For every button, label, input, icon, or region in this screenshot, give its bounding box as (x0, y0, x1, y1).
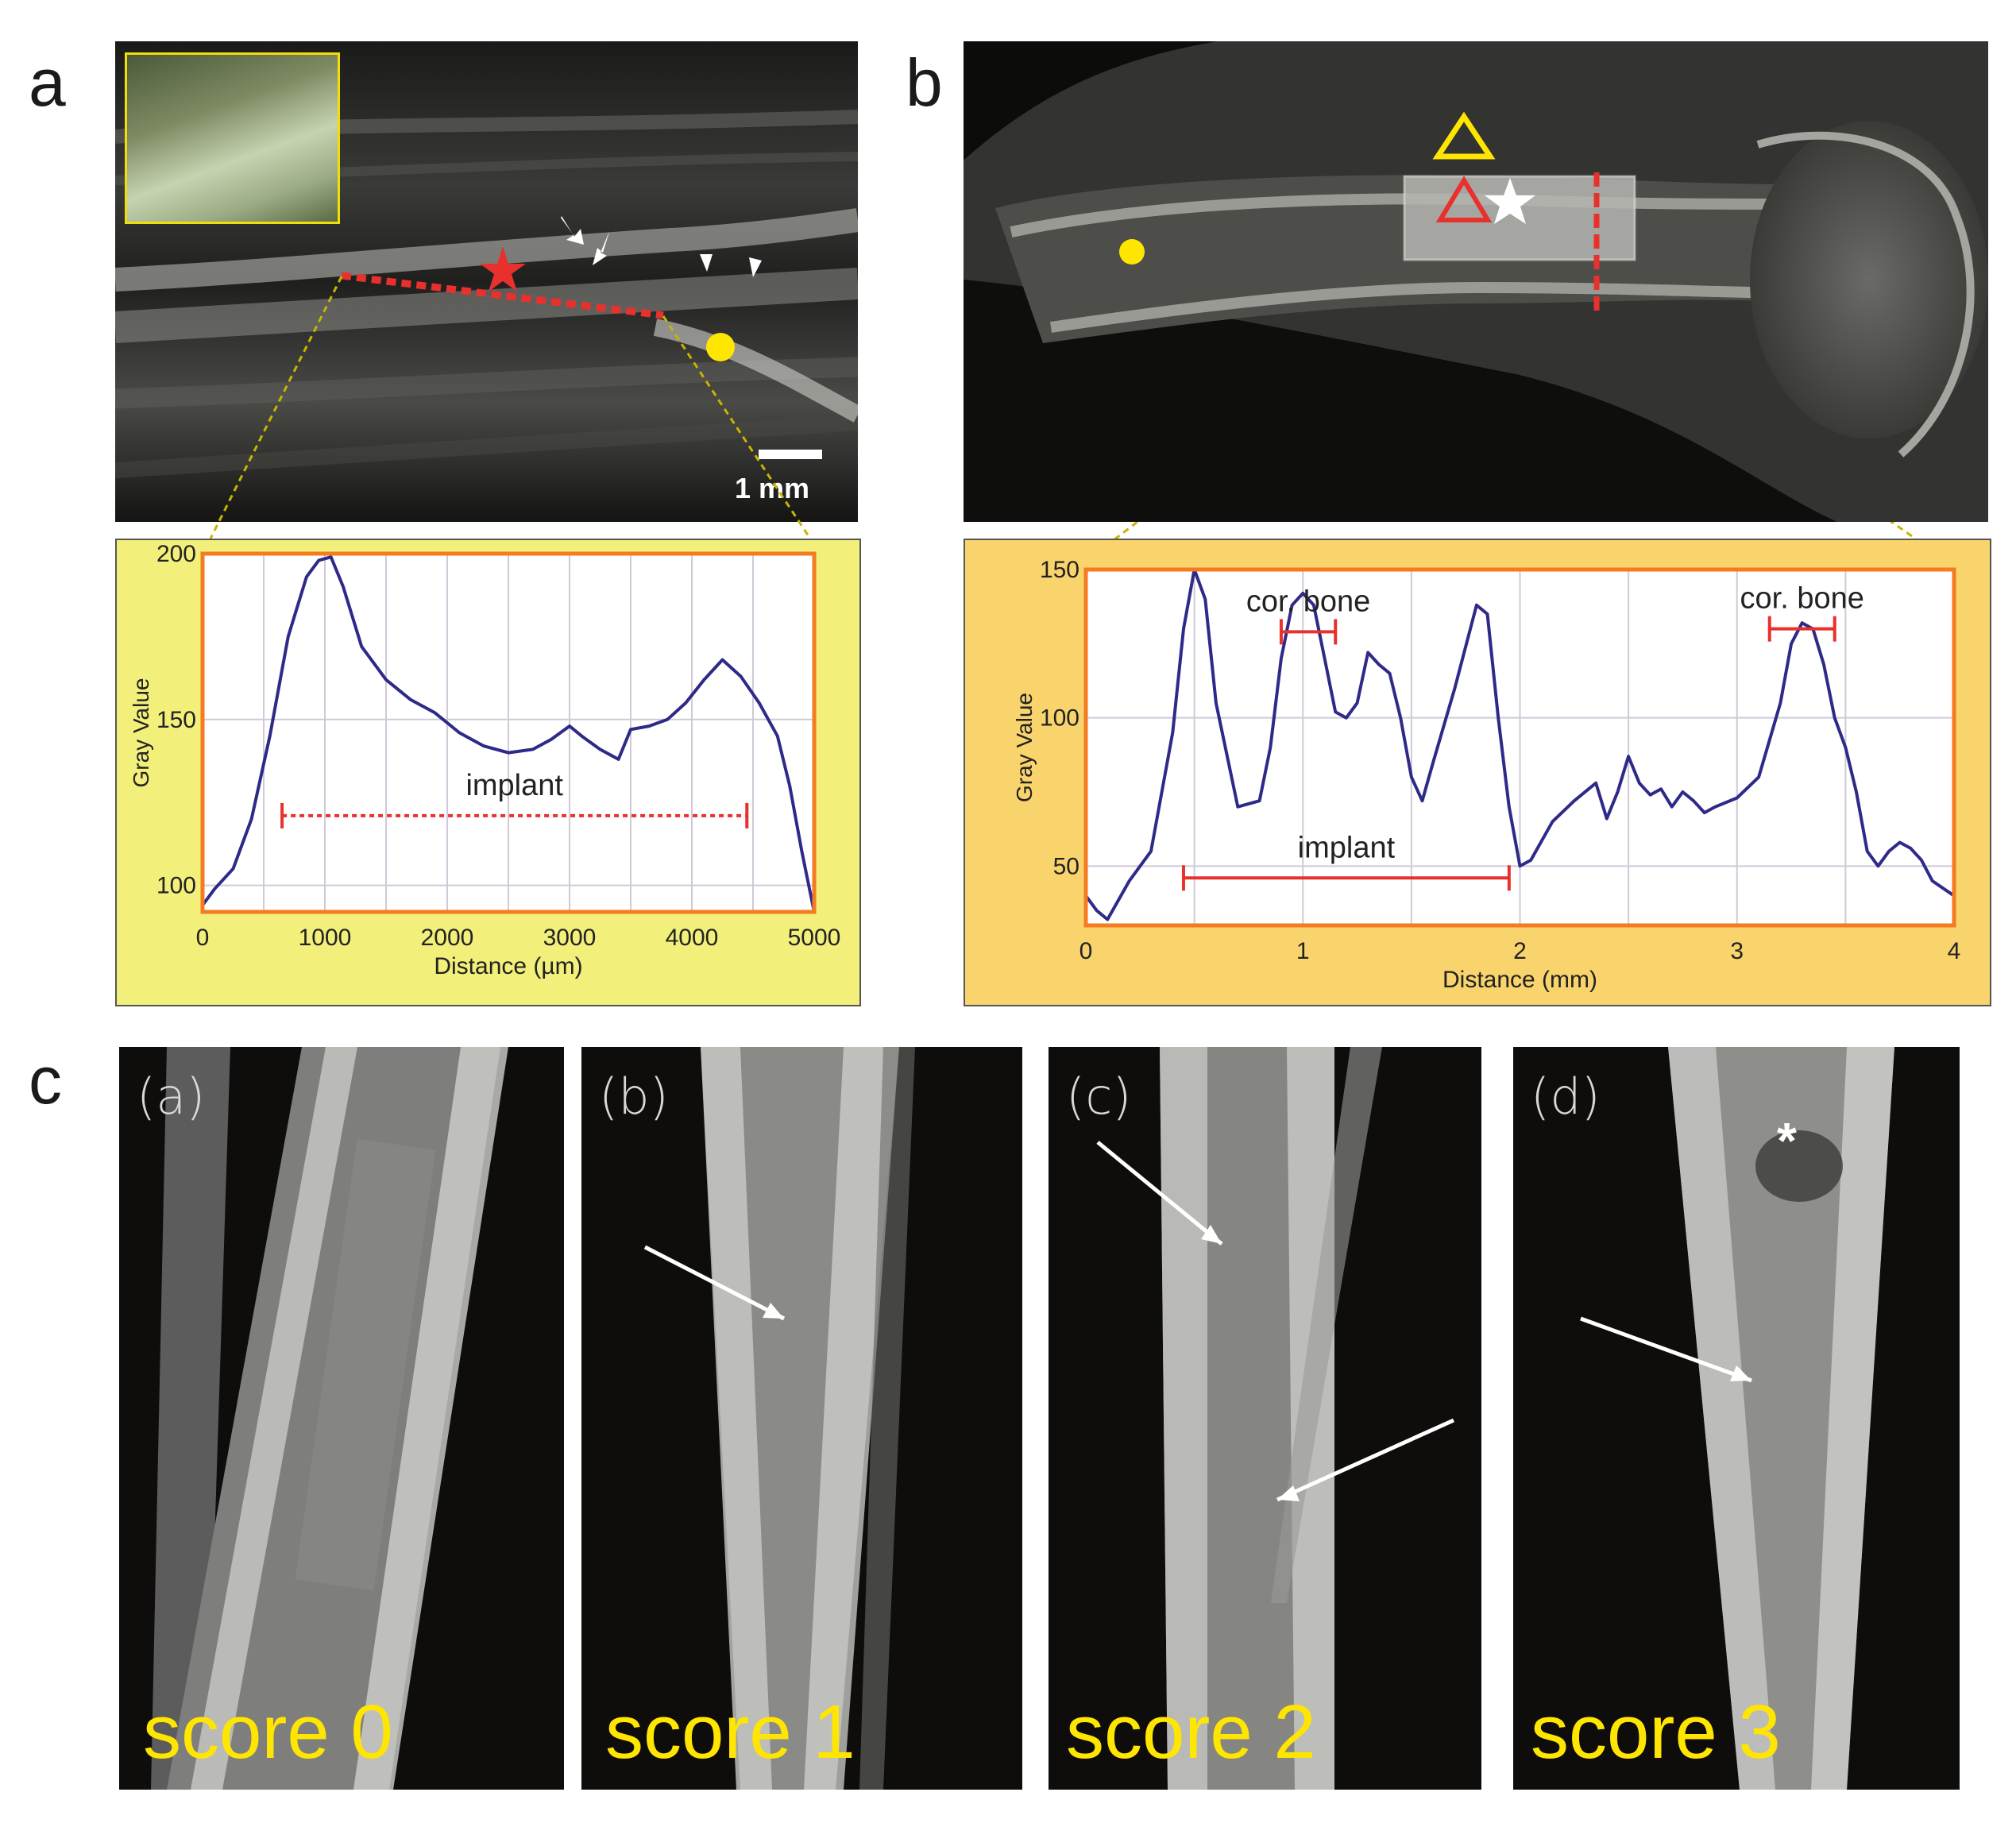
y-axis-label: Gray Value (129, 678, 153, 788)
radiograph-artwork (581, 1047, 1022, 1790)
panel-a-chart-box: 0 1000 2000 3000 4000 5000 100 150 200 Distance (… (115, 539, 861, 1006)
arrowhead-icon (749, 257, 762, 277)
score-label: score 2 (1066, 1690, 1316, 1775)
y-tick-label: 150 (1040, 557, 1079, 583)
dot-marker-icon (1119, 239, 1145, 265)
radiograph-artwork (1049, 1047, 1481, 1790)
annotation-label: implant (1298, 831, 1396, 864)
annotation-label: implant (465, 769, 563, 802)
x-tick-label: 1 (1296, 938, 1310, 964)
y-axis-label: Gray Value (1012, 693, 1037, 802)
profile-line (341, 272, 664, 319)
annotation-label: cor. bone (1740, 582, 1864, 616)
subpanel-label: (b) (599, 1068, 669, 1126)
dot-marker-icon (706, 333, 735, 361)
star-icon (480, 246, 526, 292)
x-tick-label: 0 (196, 925, 210, 951)
panel-a-ultrasound-image: 1 mm (115, 41, 858, 522)
arrow-icon (643, 1245, 786, 1321)
arrow-icon (593, 232, 609, 265)
triangle-marker-icon (1435, 176, 1493, 222)
x-tick-label: 1000 (299, 925, 352, 951)
y-tick-label: 100 (1040, 705, 1079, 732)
y-tick-label: 100 (156, 873, 196, 899)
arrow-icon (561, 216, 584, 245)
x-tick-label: 2 (1513, 938, 1527, 964)
subpanel-label: (c) (1066, 1068, 1132, 1126)
score-label: score 0 (143, 1690, 393, 1775)
series-line (201, 555, 816, 913)
y-tick-label: 50 (1053, 853, 1079, 879)
panel-b-chart-box: 0 1 2 3 4 50 100 150 Distance (mm) Gray Value impl… (964, 539, 1991, 1006)
panel-a-markers: 1 mm (341, 216, 822, 504)
x-tick-label: 3 (1730, 938, 1744, 964)
series-line (1084, 568, 1956, 921)
arrow-icon (1276, 1418, 1455, 1502)
panel-b-microct-image (964, 41, 1988, 522)
annotation-label: cor. bone (1246, 585, 1370, 618)
triangle-marker-icon (1432, 111, 1496, 160)
radiograph-artwork: * (1513, 1047, 1960, 1790)
radiograph-score-3: * (d) score 3 (1513, 1047, 1960, 1790)
arrowhead-icon (700, 254, 713, 272)
arrow-icon (1580, 1316, 1752, 1383)
subpanel-label: (d) (1531, 1068, 1601, 1126)
arrow-icon (1096, 1141, 1223, 1246)
score-label: score 3 (1531, 1690, 1781, 1775)
y-tick-label: 200 (156, 541, 196, 567)
star-icon (1485, 178, 1535, 224)
x-tick-label: 5000 (788, 925, 841, 951)
x-tick-label: 4 (1948, 938, 1961, 964)
panel-b-chart: 0 1 2 3 4 50 100 150 Distance (mm) Gray Value impl… (1012, 557, 1961, 993)
score-label: score 1 (605, 1690, 855, 1775)
microct-artwork (964, 41, 1988, 522)
radiograph-artwork (119, 1047, 564, 1790)
panel-c-letter: c (29, 1043, 62, 1118)
plot-frame (1083, 567, 1956, 928)
x-axis-label: Distance (mm) (1442, 967, 1597, 993)
subpanel-label: (a) (137, 1068, 206, 1126)
x-tick-label: 3000 (543, 925, 597, 951)
scale-bar-label: 1 mm (735, 472, 809, 504)
photo-inset (125, 52, 340, 224)
panel-a-letter: a (29, 45, 66, 120)
panel-b-letter: b (906, 45, 943, 120)
radiograph-score-2: (c) score 2 (1049, 1047, 1481, 1790)
asterisk-marker: * (1777, 1112, 1797, 1169)
x-tick-label: 0 (1079, 938, 1093, 964)
radiograph-score-1: (b) score 1 (581, 1047, 1022, 1790)
radiograph-score-0: (a) score 0 (119, 1047, 564, 1790)
x-tick-label: 4000 (666, 925, 719, 951)
panel-a-chart: 0 1000 2000 3000 4000 5000 100 150 200 Distance (… (129, 541, 841, 979)
x-tick-label: 2000 (421, 925, 474, 951)
y-tick-label: 150 (156, 707, 196, 733)
scale-bar (759, 450, 822, 459)
x-axis-label: Distance (µm) (434, 953, 582, 979)
plot-frame (200, 551, 817, 914)
